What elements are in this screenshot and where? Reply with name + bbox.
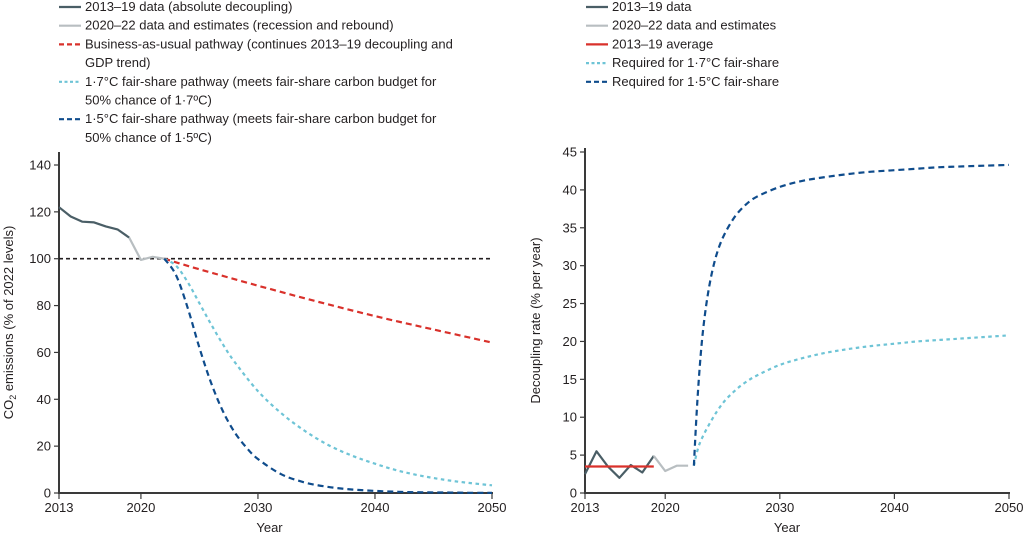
series-line-fair-share-1-7 [692,334,1010,466]
legend-label: 2013–19 data [612,0,692,14]
series-line-fair-share-1-5 [163,258,493,494]
y-tick-label: 140 [29,158,51,173]
series-line-fair-share-1-7 [163,257,493,487]
x-tick-label: 2013 [45,500,74,515]
x-tick-label: 2020 [651,500,680,515]
legend-label: 2013–19 average [612,36,713,51]
y-tick-label: 25 [563,296,577,311]
y-tick-label: 20 [563,334,577,349]
legend-label: Required for 1·7°C fair-share [612,55,779,70]
y-tick-label: 10 [563,410,577,425]
legend-label: 1·7°C fair-share pathway (meets fair-sha… [85,74,437,89]
x-tick-label: 2020 [126,500,155,515]
y-tick-label: 0 [44,486,51,501]
x-tick-label: 2030 [765,500,794,515]
legend-label: 50% chance of 1·5ºC) [85,130,212,145]
x-tick-label: 2050 [478,500,507,515]
legend-label: Required for 1·5°C fair-share [612,74,779,89]
x-tick-label: 2013 [571,500,600,515]
y-axis-label: CO2 emissions (% of 2022 levels) [1,226,18,420]
y-tick-label: 80 [37,298,51,313]
x-tick-label: 2040 [361,500,390,515]
legend-label: 50% chance of 1·7ºC) [85,93,212,108]
right-chart-decoupling-rate: 0 5 10 15 20 25 30 35 40 45 2013 2020 2030 2040 2050 Ye… [528,145,1023,536]
x-tick-label: 2040 [880,500,909,515]
y-tick-label: 40 [37,392,51,407]
y-tick-label: 40 [563,182,577,197]
right-chart-legend: 2013–19 data 2020–22 data and estimates 20… [586,0,779,89]
y-tick-label: 60 [37,345,51,360]
left-chart-legend: 2013–19 data (absolute decoupling) 2020–2… [59,0,453,145]
y-tick-label: 20 [37,439,51,454]
legend-label: GDP trend) [85,55,151,70]
series-line-fair-share-1-5 [692,163,1010,466]
y-tick-label: 30 [563,258,577,273]
series-line-data-2020-22 [128,237,165,261]
legend-label: 1·5°C fair-share pathway (meets fair-sha… [85,111,437,126]
y-tick-label: 0 [570,486,577,501]
legend-label: Business-as-usual pathway (continues 201… [85,36,453,51]
y-tick-label: 100 [29,251,51,266]
x-axis-label: Year [774,520,801,535]
series-line-data-2020-22 [652,455,689,473]
x-tick-label: 2050 [995,500,1024,515]
x-axis-label: Year [256,520,283,535]
series-line-data-2013-19 [58,206,130,239]
series-line-business-as-usual [163,257,493,344]
legend-label: 2013–19 data (absolute decoupling) [85,0,292,14]
legend-label: 2020–22 data and estimates (recession an… [85,18,394,33]
y-tick-label: 120 [29,204,51,219]
series-line-data-2013-19 [584,450,655,479]
y-tick-label: 5 [570,448,577,463]
y-tick-label: 15 [563,372,577,387]
y-tick-label: 35 [563,220,577,235]
y-axis-label: Decoupling rate (% per year) [528,237,543,403]
x-tick-label: 2030 [243,500,272,515]
legend-label: 2020–22 data and estimates [612,18,777,33]
y-tick-label: 45 [563,145,577,160]
